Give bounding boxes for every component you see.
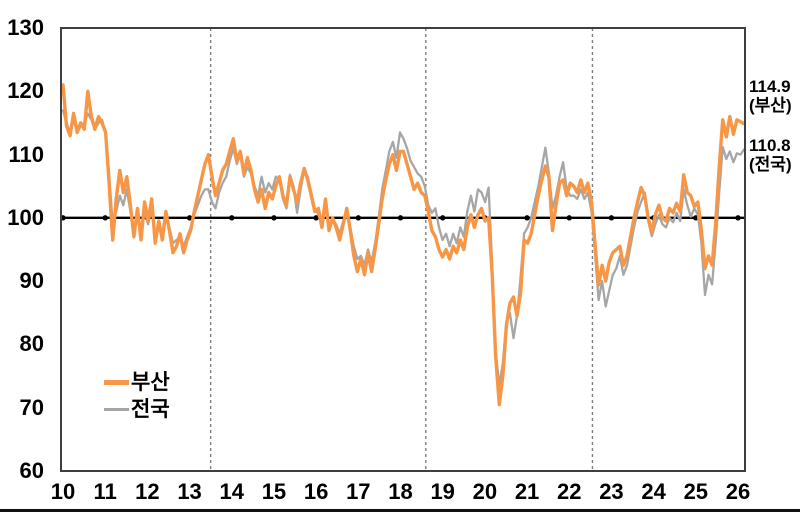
end-series-busan: (부산) — [749, 96, 792, 115]
x-tick-label: 19 — [430, 479, 455, 504]
end-series-national: (전국) — [749, 155, 792, 174]
end-value-national: 110.8 — [749, 136, 791, 155]
baseline-year-marker — [524, 215, 530, 221]
end-label-busan: 114.9 (부산) — [749, 77, 800, 115]
national-line-swatch — [104, 408, 129, 411]
busan-line — [61, 83, 746, 407]
x-tick-label: 20 — [472, 479, 498, 504]
x-tick-label: 21 — [514, 479, 540, 504]
x-tick-label: 14 — [219, 479, 244, 504]
legend: 부산 전국 — [104, 369, 170, 423]
end-label-national: 110.8 (전국) — [749, 136, 800, 174]
baseline-year-marker — [355, 215, 362, 221]
busan-line-swatch — [104, 380, 129, 385]
legend-item-national: 전국 — [104, 396, 170, 423]
x-tick-label: 13 — [177, 479, 202, 504]
legend-item-busan: 부산 — [104, 369, 170, 396]
x-tick-label: 25 — [683, 479, 709, 504]
x-tick-label: 10 — [50, 479, 76, 504]
y-tick-label: 130 — [7, 15, 44, 40]
x-tick-label: 23 — [599, 479, 624, 504]
x-tick-label: 22 — [557, 479, 582, 504]
x-tick-label: 26 — [725, 479, 751, 504]
baseline-year-marker — [229, 215, 235, 221]
baseline-year-marker — [735, 215, 741, 221]
plot-border — [60, 27, 746, 472]
x-tick-label: 15 — [261, 479, 287, 504]
x-tick-label: 17 — [346, 479, 371, 504]
y-tick-label: 110 — [8, 141, 45, 167]
end-value-busan: 114.9 — [749, 77, 791, 96]
y-tick-label: 60 — [19, 458, 44, 483]
y-tick-label: 90 — [19, 268, 44, 294]
y-tick-label: 120 — [7, 78, 44, 104]
y-tick-label: 100 — [7, 204, 44, 230]
x-tick-label: 11 — [93, 479, 117, 504]
baseline-year-marker — [608, 215, 615, 221]
baseline-year-marker — [439, 215, 446, 221]
baseline-year-marker — [102, 215, 108, 221]
x-tick-label: 12 — [135, 479, 160, 504]
x-tick-label: 18 — [388, 479, 413, 504]
baseline-year-marker — [397, 215, 404, 221]
baseline-year-marker — [186, 215, 193, 221]
baseline-year-marker — [566, 215, 572, 221]
legend-label-national: 전국 — [131, 398, 170, 421]
x-tick-label: 24 — [641, 479, 666, 504]
x-tick-label: 16 — [303, 479, 329, 504]
legend-label-busan: 부산 — [131, 371, 170, 394]
y-tick-label: 70 — [19, 394, 44, 420]
bottom-rule — [0, 509, 800, 512]
baseline-year-marker — [313, 215, 319, 221]
baseline-year-marker — [271, 215, 277, 221]
y-tick-label: 80 — [19, 331, 44, 357]
